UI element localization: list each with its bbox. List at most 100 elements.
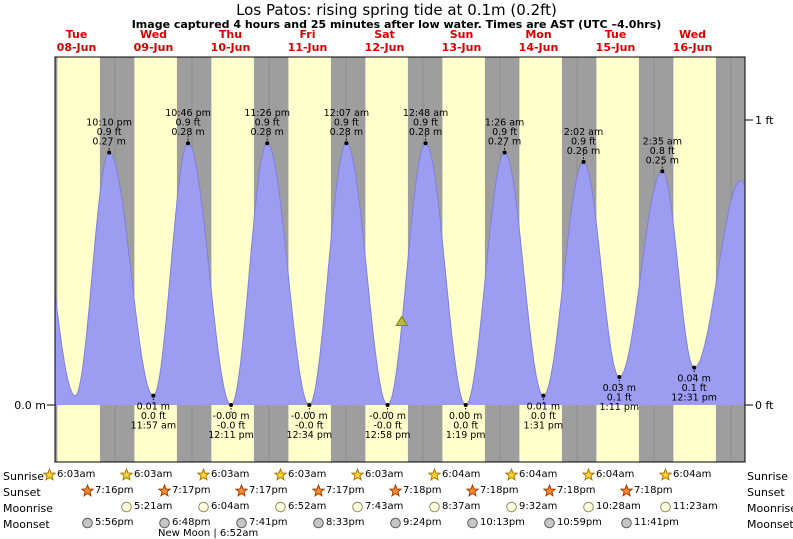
moonset-icon bbox=[236, 517, 247, 529]
tide-curve-area bbox=[55, 143, 745, 405]
sunset-entry: 7:18pm bbox=[466, 484, 519, 497]
high-tide-point bbox=[265, 141, 270, 146]
sunrise-entry: 6:04am bbox=[505, 468, 557, 481]
low-tide-label: -0.00 m -0.0 ft 12:34 pm bbox=[286, 411, 332, 441]
moonrise-time: 6:52am bbox=[288, 501, 327, 512]
low-tide-point bbox=[385, 403, 390, 407]
moonset-time: 5:56pm bbox=[95, 517, 134, 528]
moonset-icon bbox=[159, 517, 170, 529]
moonrise-time: 9:32am bbox=[519, 501, 558, 512]
moonrise-entry: 9:32am bbox=[505, 500, 557, 513]
sunrise-icon bbox=[351, 468, 364, 481]
y-axis-label-0m: 0.0 m bbox=[14, 399, 46, 412]
sunset-time: 7:16pm bbox=[95, 485, 134, 496]
high-tide-label: 10:46 pm 0.9 ft 0.28 m bbox=[165, 108, 211, 138]
sunset-icon bbox=[158, 484, 171, 497]
high-tide-label: 10:10 pm 0.9 ft 0.27 m bbox=[86, 118, 132, 148]
sunset-entry: 7:16pm bbox=[81, 484, 134, 497]
y-axis-label-0ft: 0 ft bbox=[755, 399, 774, 412]
sunset-time: 7:18pm bbox=[557, 485, 596, 496]
y-axis-label-1ft: 1 ft bbox=[755, 114, 774, 127]
high-tide-point bbox=[581, 159, 586, 164]
sunset-icon bbox=[81, 484, 94, 497]
day-label: Sun 13-Jun bbox=[442, 28, 482, 54]
moonset-icon bbox=[467, 517, 478, 529]
sunrise-entry: 6:03am bbox=[120, 468, 172, 481]
moonset-row-label-left: Moonset bbox=[3, 518, 50, 531]
day-label: Tue 15-Jun bbox=[596, 28, 636, 54]
high-tide-point bbox=[186, 141, 191, 146]
sunset-icon bbox=[235, 484, 248, 497]
sunset-entry: 7:18pm bbox=[620, 484, 673, 497]
low-tide-label: 0.01 m 0.0 ft 1:31 pm bbox=[524, 402, 564, 432]
sunset-entry: 7:17pm bbox=[235, 484, 288, 497]
sunset-entry: 7:18pm bbox=[543, 484, 596, 497]
sunset-entry: 7:18pm bbox=[389, 484, 442, 497]
low-tide-label: 0.01 m 0.0 ft 11:57 am bbox=[131, 402, 176, 432]
moonset-entry: 10:59pm bbox=[543, 516, 602, 529]
low-tide-point bbox=[692, 365, 697, 370]
day-label: Thu 10-Jun bbox=[211, 28, 251, 54]
sunrise-icon bbox=[197, 468, 210, 481]
moonrise-icon bbox=[275, 501, 286, 513]
sunrise-entry: 6:03am bbox=[351, 468, 403, 481]
low-tide-label: -0.00 m -0.0 ft 12:11 pm bbox=[208, 411, 254, 441]
day-label: Wed 16-Jun bbox=[673, 28, 713, 54]
sunrise-row-label-left: Sunrise bbox=[3, 470, 45, 483]
sunset-icon bbox=[466, 484, 479, 497]
high-tide-label: 2:35 am 0.8 ft 0.25 m bbox=[643, 136, 682, 166]
sunrise-time: 6:04am bbox=[596, 469, 635, 480]
low-tide-point bbox=[307, 403, 312, 407]
sunset-entry: 7:17pm bbox=[312, 484, 365, 497]
moonset-time: 11:41pm bbox=[634, 517, 679, 528]
moonrise-row-label-left: Moonrise bbox=[3, 502, 53, 515]
high-tide-point bbox=[660, 169, 665, 174]
moonset-entry: 9:24pm bbox=[389, 516, 442, 529]
moonset-time: 10:13pm bbox=[480, 517, 525, 528]
sunrise-time: 6:04am bbox=[442, 469, 481, 480]
moonrise-entry: 5:21am bbox=[120, 500, 172, 513]
moonrise-entry: 10:28am bbox=[582, 500, 641, 513]
sunset-time: 7:18pm bbox=[634, 485, 673, 496]
sunset-row-label-left: Sunset bbox=[3, 486, 41, 499]
plot-frame bbox=[54, 56, 746, 463]
moonset-icon bbox=[390, 517, 401, 529]
moonset-entry: 8:33pm bbox=[312, 516, 365, 529]
moonset-entry: 6:48pm bbox=[158, 516, 211, 529]
sunrise-time: 6:04am bbox=[519, 469, 558, 480]
moonrise-entry: 6:04am bbox=[197, 500, 249, 513]
tide-curve-line bbox=[54, 142, 746, 406]
sunrise-icon bbox=[428, 468, 441, 481]
moonset-time: 6:48pm bbox=[172, 517, 211, 528]
moonrise-entry: 7:43am bbox=[351, 500, 403, 513]
moonrise-icon bbox=[352, 501, 363, 513]
moonrise-time: 11:23am bbox=[673, 501, 718, 512]
sunrise-time: 6:03am bbox=[57, 469, 96, 480]
moon-phase-label: New Moon | 6:52am bbox=[158, 528, 259, 539]
moonrise-icon bbox=[121, 501, 132, 513]
moonset-icon bbox=[621, 517, 632, 529]
high-tide-point bbox=[423, 141, 428, 146]
moonrise-row-label-right: Moonrise bbox=[747, 502, 793, 515]
moonset-entry: 5:56pm bbox=[81, 516, 134, 529]
sunrise-icon bbox=[505, 468, 518, 481]
sunrise-entry: 6:04am bbox=[659, 468, 711, 481]
sunset-time: 7:18pm bbox=[403, 485, 442, 496]
sunrise-entry: 6:03am bbox=[197, 468, 249, 481]
sunset-icon bbox=[543, 484, 556, 497]
low-tide-point bbox=[151, 393, 156, 398]
moonset-time: 8:33pm bbox=[326, 517, 365, 528]
sunrise-entry: 6:03am bbox=[274, 468, 326, 481]
high-tide-label: 12:48 am 0.9 ft 0.28 m bbox=[403, 108, 448, 138]
moonset-icon bbox=[313, 517, 324, 529]
low-tide-label: -0.00 m -0.0 ft 12:58 pm bbox=[365, 411, 411, 441]
moonrise-icon bbox=[506, 501, 517, 513]
high-tide-label: 12:07 am 0.9 ft 0.28 m bbox=[324, 108, 369, 138]
moonset-time: 7:41pm bbox=[249, 517, 288, 528]
sunset-time: 7:17pm bbox=[172, 485, 211, 496]
moonset-entry: 10:13pm bbox=[466, 516, 525, 529]
sunset-time: 7:17pm bbox=[326, 485, 365, 496]
moonset-row-label-right: Moonset bbox=[747, 518, 793, 531]
sunrise-time: 6:04am bbox=[673, 469, 712, 480]
